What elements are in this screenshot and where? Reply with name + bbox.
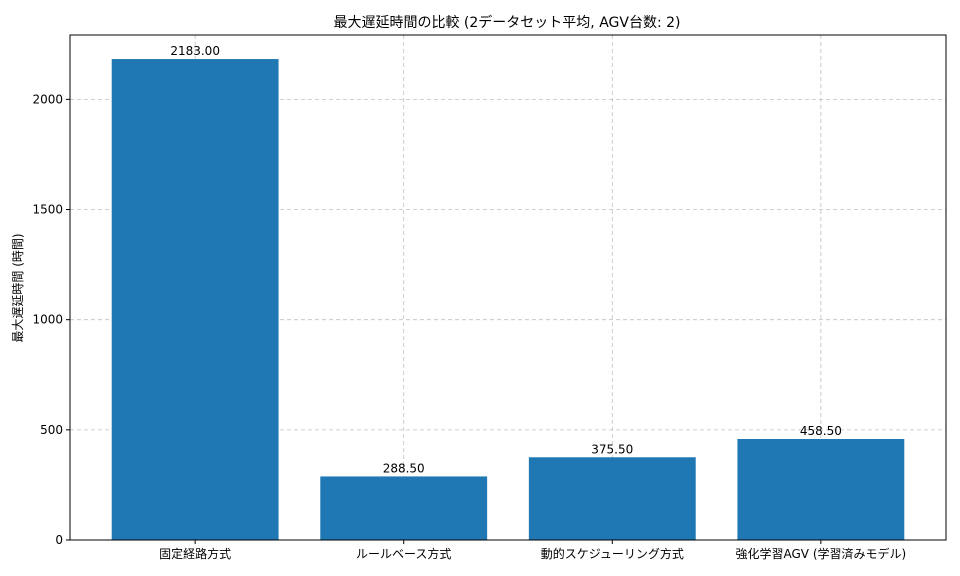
x-tick-label: 固定経路方式	[159, 546, 231, 561]
chart-title: 最大遅延時間の比較 (2データセット平均, AGV台数: 2)	[333, 14, 680, 31]
x-tick-label: 動的スケジューリング方式	[541, 546, 684, 561]
bar-value-label: 458.50	[800, 424, 842, 438]
y-tick-label: 0	[55, 533, 63, 547]
bar	[737, 438, 905, 540]
data-labels: 2183.00 288.50 375.50 458.50	[170, 44, 842, 475]
y-tick-label: 500	[40, 423, 63, 437]
y-tick-label: 1500	[32, 203, 63, 217]
x-tick-label: ルールベース方式	[356, 546, 451, 561]
bar-value-label: 288.50	[383, 461, 425, 475]
bar-value-label: 2183.00	[170, 44, 220, 58]
bar	[528, 457, 696, 540]
x-axis-ticks: 固定経路方式 ルールベース方式 動的スケジューリング方式 強化学習AGV (学習済みモ…	[159, 540, 906, 561]
bar	[111, 59, 279, 541]
x-tick-label: 強化学習AGV (学習済みモデル)	[736, 546, 907, 561]
bar-value-label: 375.50	[591, 442, 633, 456]
bars	[111, 59, 905, 541]
y-tick-label: 2000	[32, 92, 63, 106]
y-tick-label: 1000	[32, 313, 63, 327]
y-axis-ticks: 0 500 1000 1500 2000	[32, 92, 70, 547]
bar	[320, 476, 488, 540]
y-axis-label: 最大遅延時間 (時間)	[11, 233, 25, 342]
plot-area-frame	[69, 34, 947, 541]
